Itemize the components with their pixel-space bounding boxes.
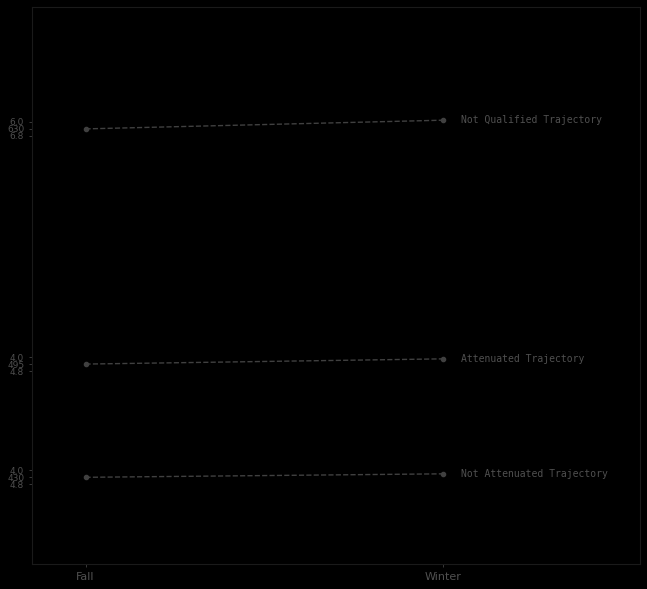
Text: Not Attenuated Trajectory: Not Attenuated Trajectory (461, 469, 608, 479)
Text: Not Qualified Trajectory: Not Qualified Trajectory (461, 115, 602, 125)
Text: Attenuated Trajectory: Attenuated Trajectory (461, 354, 584, 364)
